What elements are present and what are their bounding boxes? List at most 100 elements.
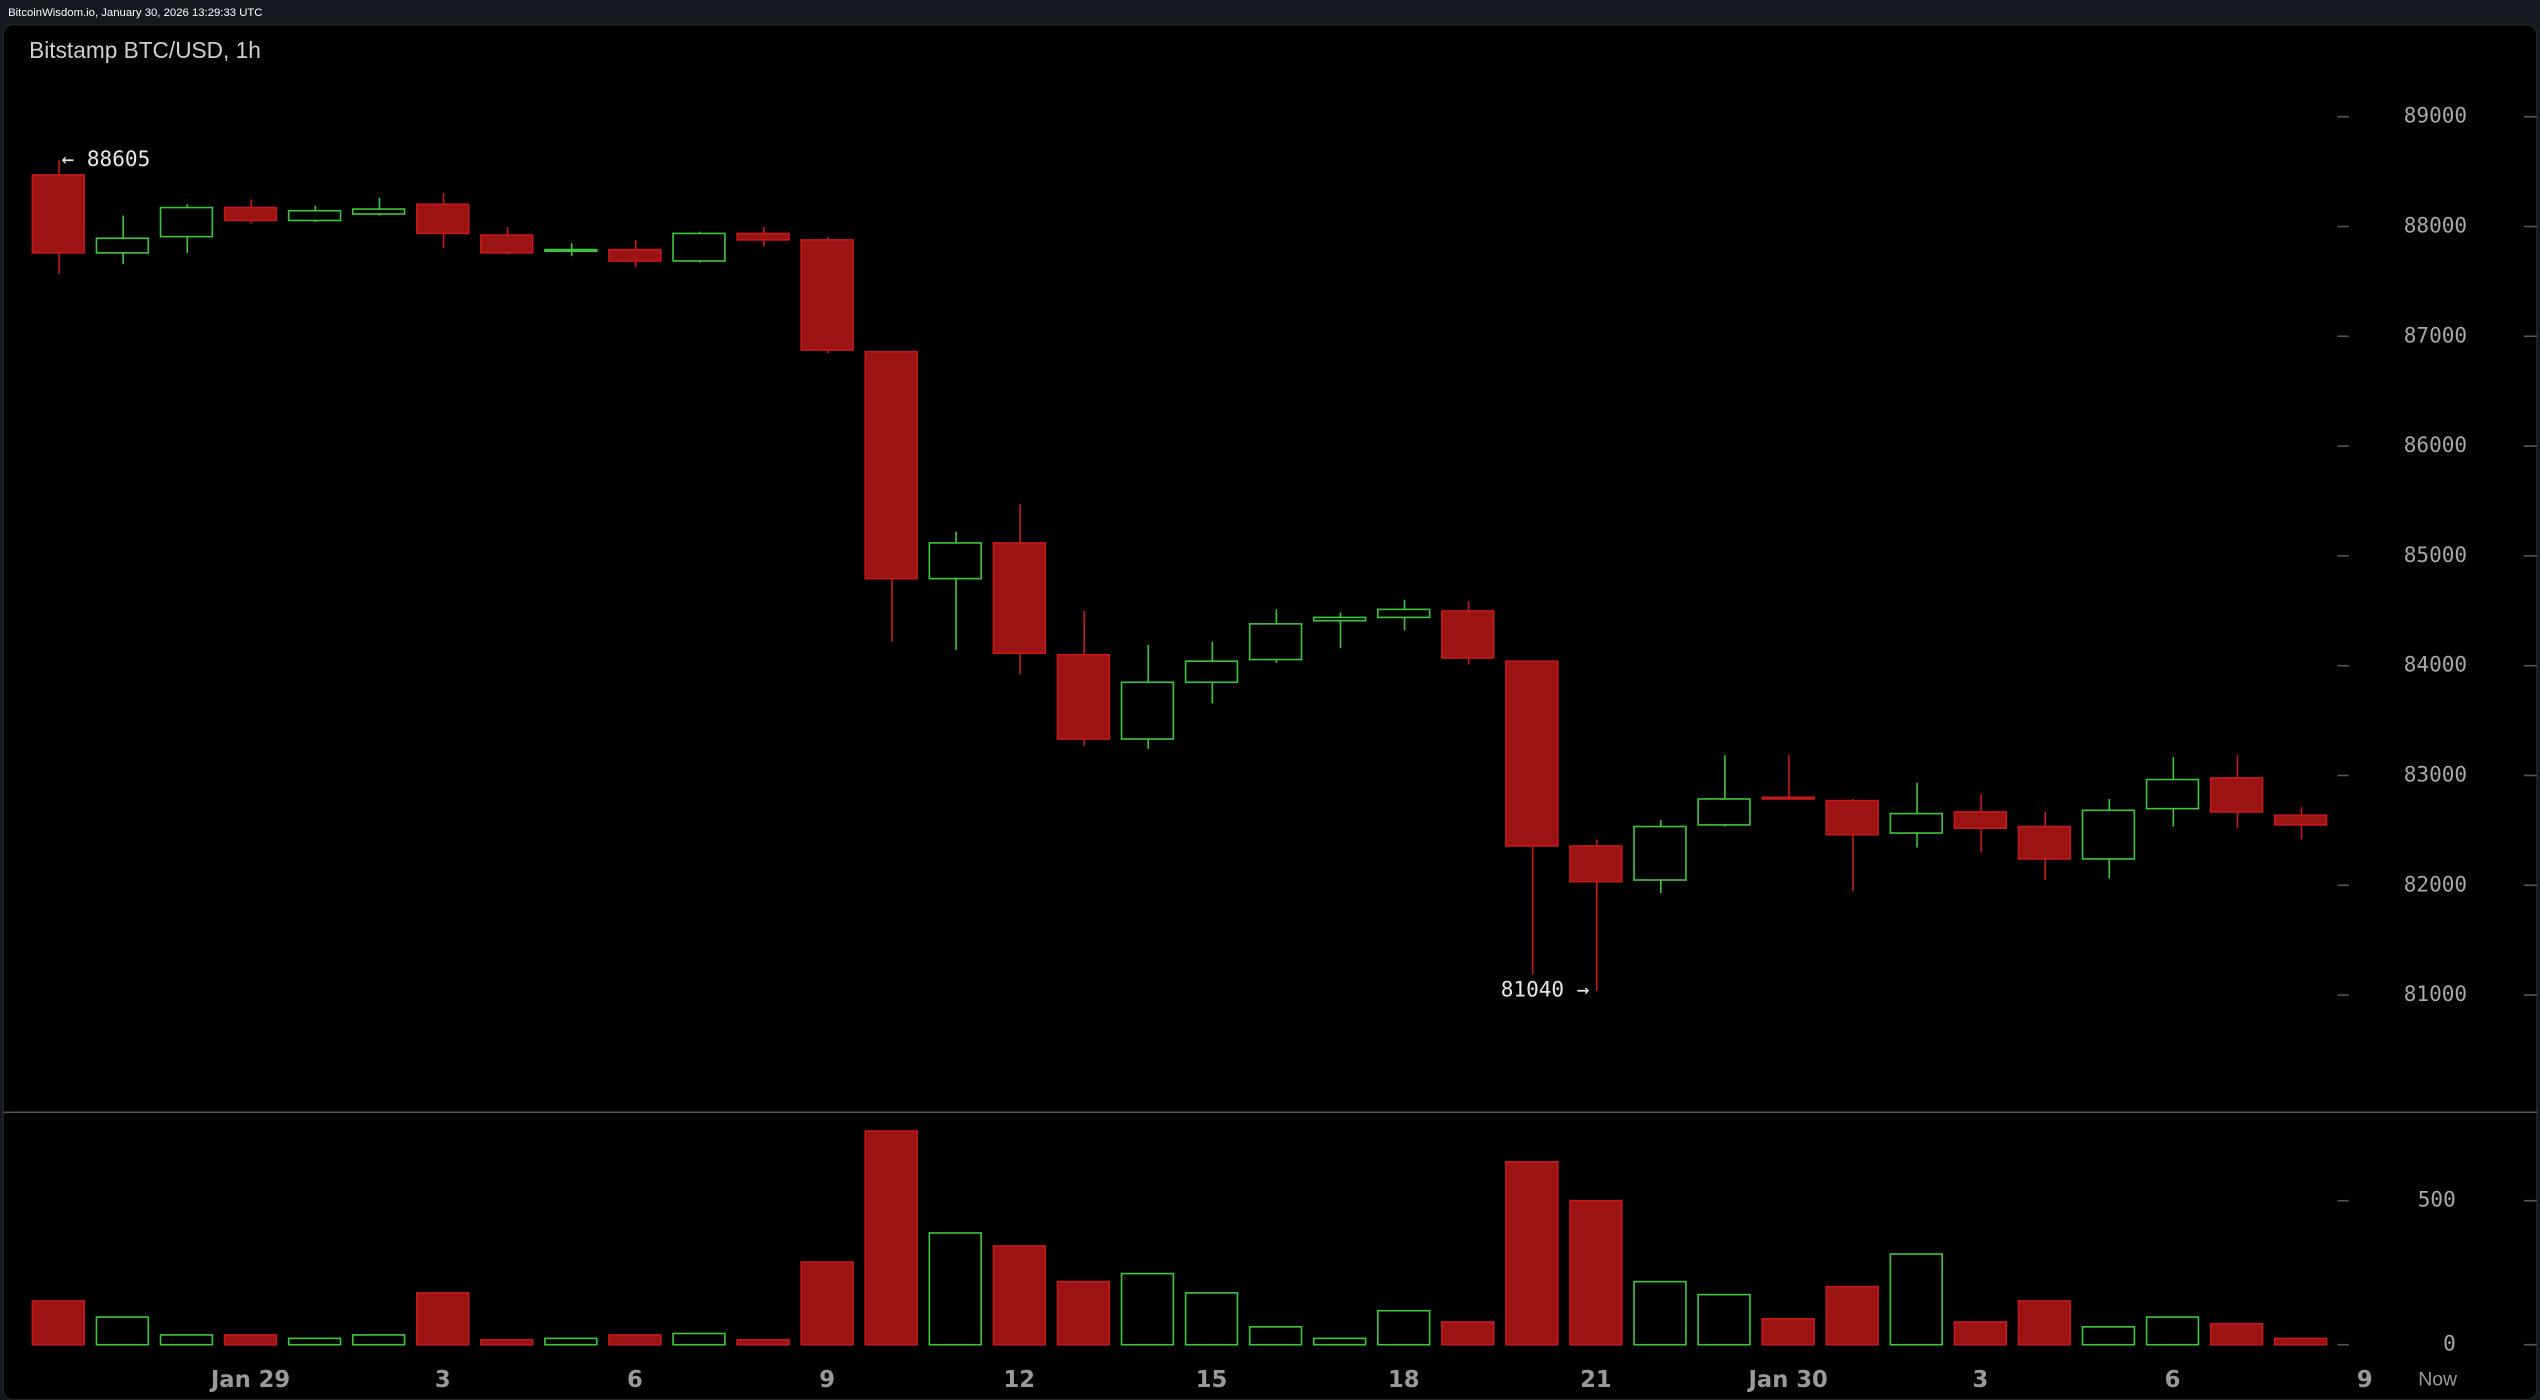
volume-bar [1248, 1326, 1303, 1346]
candle-body [31, 174, 86, 254]
candle-body [672, 232, 726, 262]
candle-body [2273, 814, 2328, 826]
volume-bar [1697, 1293, 1751, 1346]
y-tick-label: 88000 [2404, 213, 2467, 238]
volume-tick-label: 500 [2418, 1187, 2456, 1212]
volume-bar [736, 1339, 790, 1346]
x-tick-label: Jan 29 [209, 1367, 290, 1393]
x-tick-label: 9 [2357, 1367, 2373, 1393]
volume-bar [287, 1337, 342, 1346]
volume-bar [159, 1334, 214, 1346]
x-now-label: Now [2418, 1368, 2458, 1390]
candle-body [864, 350, 918, 580]
candle-body [928, 542, 982, 580]
y-tick-label: 82000 [2404, 871, 2467, 896]
volume-bar [1184, 1292, 1239, 1346]
candle-body [800, 239, 854, 351]
y-tick-label: 83000 [2404, 761, 2467, 786]
volume-tick-label: 0 [2443, 1331, 2456, 1356]
volume-bar [1761, 1317, 1815, 1346]
candle-body [159, 206, 214, 238]
candle-body [95, 237, 150, 254]
candle-body [992, 542, 1047, 654]
high-annotation: ← 88605 [62, 146, 151, 171]
volume-bar [672, 1332, 726, 1346]
candle-body [2017, 825, 2072, 860]
volume-bar [351, 1334, 406, 1346]
volume-bar [2145, 1316, 2200, 1346]
candle-body [1761, 796, 1815, 800]
volume-bar [1441, 1321, 1495, 1346]
volume-bar [992, 1245, 1047, 1346]
volume-bar [1120, 1272, 1175, 1346]
x-tick-label: Jan 30 [1746, 1367, 1827, 1393]
volume-bar [2273, 1337, 2328, 1346]
candle-body [1120, 681, 1175, 740]
candle-body [480, 234, 534, 254]
volume-bar [1569, 1199, 1623, 1346]
x-tick-label: 6 [627, 1367, 643, 1393]
volume-bar [800, 1261, 854, 1346]
chart-title: Bitstamp BTC/USD, 1h [29, 37, 261, 63]
candle-body [1312, 616, 1367, 622]
y-tick-label: 86000 [2404, 432, 2467, 457]
low-annotation: 81040 → [1501, 977, 1590, 1002]
candle-body [1569, 845, 1623, 883]
x-tick-label: 21 [1580, 1367, 1612, 1393]
x-tick-label: 3 [1972, 1367, 1988, 1393]
volume-bar [1825, 1285, 1879, 1346]
volume-bar [1505, 1161, 1559, 1346]
chart-panel [2, 23, 2538, 1400]
volume-bar [1953, 1321, 2008, 1346]
candle-body [1441, 610, 1495, 659]
candle-body [2145, 778, 2200, 810]
candle-body [736, 232, 790, 241]
volume-bar [864, 1130, 918, 1346]
candle-body [415, 203, 470, 235]
candle-body [1505, 660, 1559, 847]
x-tick-label: 18 [1388, 1367, 1420, 1393]
candle-body [1825, 799, 1879, 836]
candle-body [608, 248, 662, 262]
x-tick-label: 3 [435, 1367, 451, 1393]
x-tick-label: 15 [1196, 1367, 1228, 1393]
candle-body [1953, 811, 2008, 829]
candle-body [544, 248, 598, 253]
y-tick-label: 87000 [2404, 322, 2467, 347]
candle-body [2081, 809, 2136, 860]
candle-body [287, 209, 342, 222]
volume-bar [223, 1334, 278, 1346]
y-tick-label: 84000 [2404, 652, 2467, 677]
volume-bar [1376, 1309, 1431, 1346]
volume-bar [2081, 1326, 2136, 1346]
y-tick-label: 85000 [2404, 542, 2467, 567]
candle-body [1697, 798, 1751, 826]
candle-body [1633, 825, 1687, 881]
volume-bar [2209, 1322, 2264, 1346]
candle-body [351, 208, 406, 215]
candle-body [1248, 623, 1303, 661]
volume-bar [480, 1339, 534, 1346]
volume-bar [2017, 1300, 2072, 1346]
volume-bar [1889, 1253, 1943, 1346]
candle-body [1889, 812, 1943, 834]
volume-bar [415, 1292, 470, 1346]
y-tick-label: 81000 [2404, 981, 2467, 1006]
y-tick-label: 89000 [2404, 103, 2467, 128]
volume-bar [95, 1316, 150, 1346]
volume-bar [928, 1232, 982, 1346]
candle-body [1376, 608, 1431, 619]
volume-bar [31, 1300, 86, 1346]
header: BitcoinWisdom.io, January 30, 2026 13:29… [8, 7, 262, 19]
candle-body [1056, 653, 1111, 740]
volume-bar [544, 1337, 598, 1346]
volume-bar [608, 1334, 662, 1346]
volume-bar [1633, 1280, 1687, 1346]
plot: 81000 82000 83000 84000 85000 86000 87000 88000… [31, 103, 2537, 1393]
x-tick-label: 6 [2165, 1367, 2181, 1393]
candle-body [2209, 777, 2264, 813]
x-tick-label: 12 [1004, 1367, 1036, 1393]
candle-body [1184, 660, 1239, 684]
